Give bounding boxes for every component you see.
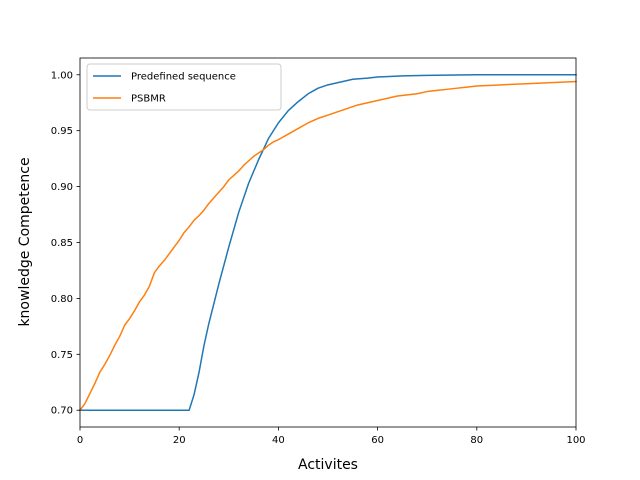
- legend-box: [86, 63, 282, 111]
- y-tick-label: 0.70: [51, 406, 73, 417]
- y-tick-label: 0.75: [51, 350, 73, 361]
- series-line-0: [79, 74, 577, 411]
- x-tick-label: 40: [272, 435, 285, 446]
- x-tick-label: 0: [77, 435, 83, 446]
- series-line-1: [78, 80, 577, 412]
- ticks-layer: 0 20 40 60 80 100 0.70 0.75 0.80 0.85 0.90 0.95 1.00: [51, 70, 586, 446]
- x-tick-label: 60: [371, 435, 384, 446]
- y-axis-label: knowledge Competence: [17, 157, 33, 326]
- y-tick-label: 0.80: [51, 294, 73, 305]
- x-tick-label: 80: [470, 435, 483, 446]
- x-axis-label: Activites: [298, 457, 358, 473]
- y-tick-label: 0.85: [51, 238, 73, 249]
- legend-label-0: Predefined sequence: [131, 72, 236, 83]
- x-tick-label: 20: [173, 435, 186, 446]
- y-tick-label: 1.00: [51, 70, 73, 81]
- x-tick-label: 100: [566, 435, 585, 446]
- series-layer: [78, 74, 577, 412]
- y-tick-label: 0.95: [51, 126, 73, 137]
- legend-label-1: PSBMR: [131, 94, 166, 105]
- legend: Predefined sequence PSBMR: [86, 63, 282, 111]
- plot-area: [80, 58, 576, 427]
- y-tick-label: 0.90: [51, 182, 73, 193]
